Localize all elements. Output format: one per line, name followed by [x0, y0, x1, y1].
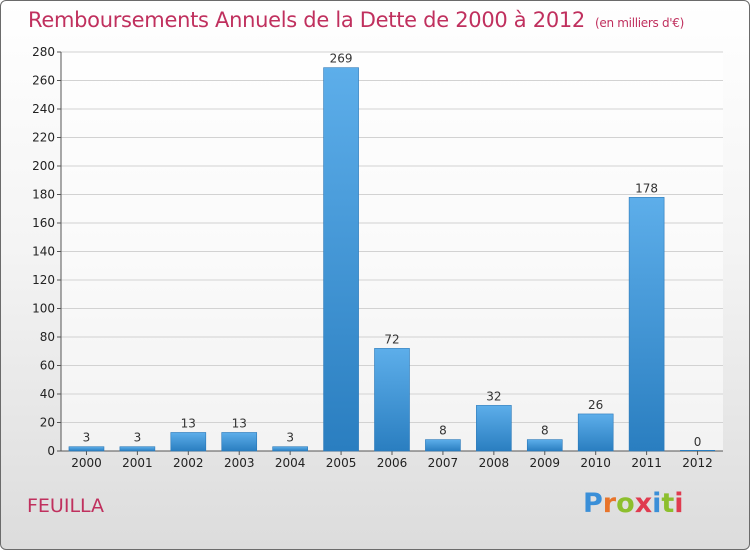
bar [323, 67, 359, 452]
bar [170, 432, 207, 452]
y-tick-label: 120 [32, 273, 55, 287]
logo-letter: P [583, 488, 603, 519]
data-label: 26 [588, 398, 603, 412]
y-tick-label: 180 [32, 188, 55, 202]
bar [425, 439, 461, 452]
proxiti-logo: Proxiti [583, 488, 684, 519]
data-label: 0 [694, 435, 702, 449]
y-tick-label: 0 [47, 444, 55, 458]
bar [577, 413, 614, 452]
data-label: 269 [330, 52, 353, 66]
y-tick-label: 140 [32, 245, 55, 259]
x-tick-label: 2000 [71, 456, 102, 470]
y-tick-label: 220 [32, 131, 55, 145]
data-label: 178 [635, 181, 658, 195]
y-tick-label: 240 [32, 102, 55, 116]
x-tick-label: 2008 [479, 456, 510, 470]
x-tick-label: 2003 [224, 456, 255, 470]
y-tick-label: 100 [32, 302, 55, 316]
x-tick-label: 2009 [529, 456, 560, 470]
data-label: 13 [232, 416, 247, 430]
x-tick-label: 2006 [377, 456, 408, 470]
y-tick-label: 40 [40, 387, 55, 401]
logo-letter: t [661, 488, 675, 519]
y-tick-label: 80 [40, 330, 55, 344]
x-tick-label: 2001 [122, 456, 153, 470]
data-label: 3 [134, 431, 142, 445]
y-tick-label: 200 [32, 159, 55, 173]
logo-letter: o [616, 488, 635, 519]
logo-letter: x [634, 488, 653, 519]
title-text: Remboursements Annuels de la Dette de 20… [28, 8, 585, 32]
bar [68, 446, 105, 452]
data-label: 32 [486, 389, 501, 403]
unit-label: (en milliers d'€) [595, 16, 685, 30]
y-tick-label: 160 [32, 216, 55, 230]
bar [374, 348, 410, 452]
commune-name: FEUILLA [27, 495, 105, 517]
x-tick-label: 2004 [275, 456, 306, 470]
x-tick-label: 2007 [428, 456, 459, 470]
bar [119, 446, 156, 452]
data-label: 8 [439, 424, 447, 438]
data-label: 3 [83, 431, 91, 445]
logo-letter: i [652, 488, 662, 519]
y-tick-label: 260 [32, 74, 55, 88]
x-tick-label: 2005 [326, 456, 357, 470]
bar [526, 439, 563, 452]
bar [272, 446, 308, 452]
x-tick-label: 2002 [173, 456, 204, 470]
logo-letter: r [602, 488, 617, 519]
data-label: 3 [286, 431, 294, 445]
data-label: 13 [181, 416, 196, 430]
x-tick-label: 2011 [631, 456, 662, 470]
bar [680, 450, 716, 451]
data-label: 8 [541, 424, 549, 438]
x-tick-label: 2012 [682, 456, 713, 470]
logo-letter: i [674, 488, 684, 519]
x-tick-label: 2010 [580, 456, 611, 470]
bar [628, 197, 665, 452]
bar [476, 405, 512, 452]
chart-title: Remboursements Annuels de la Dette de 20… [28, 8, 684, 32]
y-tick-label: 20 [40, 416, 55, 430]
bar [221, 432, 258, 452]
data-label: 72 [384, 332, 399, 346]
y-tick-label: 60 [40, 359, 55, 373]
y-tick-label: 280 [32, 45, 55, 59]
